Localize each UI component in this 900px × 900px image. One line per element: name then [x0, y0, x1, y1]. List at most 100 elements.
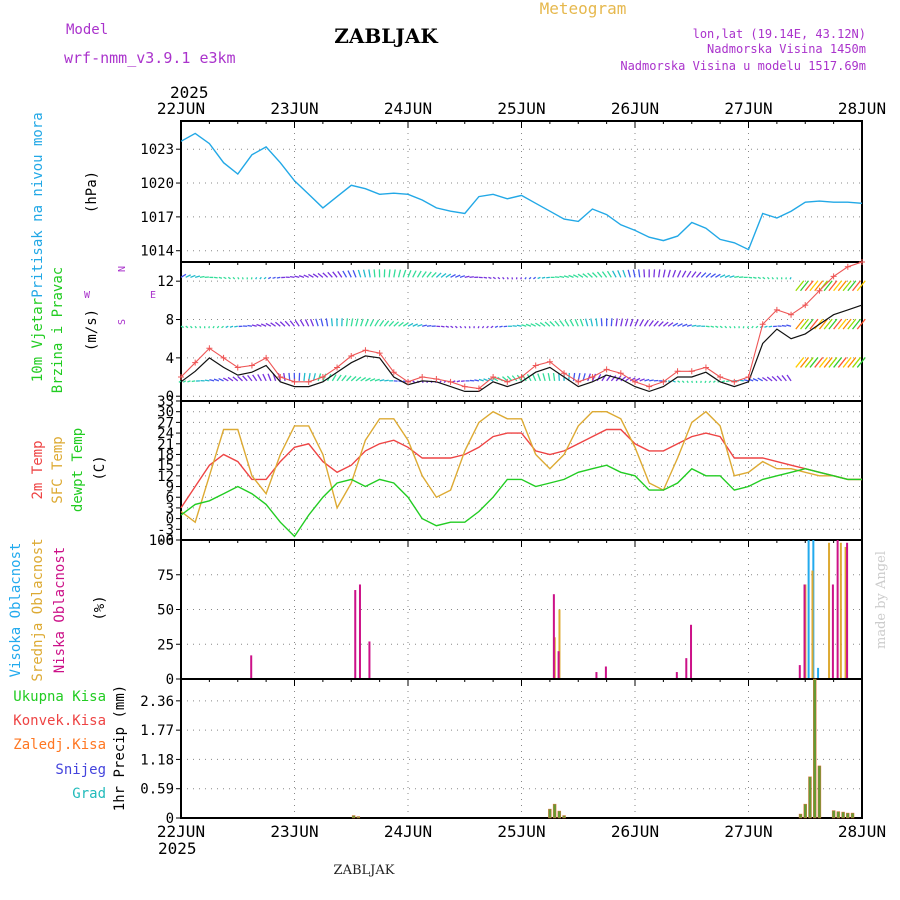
wind-gust-marker [220, 354, 227, 361]
wind-barb [379, 319, 385, 327]
wind-barb [544, 321, 551, 327]
wind-compass: N W E S [84, 266, 156, 325]
wind-barb [648, 320, 654, 327]
wind-barb [617, 270, 622, 278]
wind-barb [241, 277, 244, 280]
wind-gust-marker [660, 378, 667, 385]
wind-barb [279, 321, 286, 327]
y-tick-label: 1.77 [140, 723, 174, 739]
wind-barb [686, 324, 692, 327]
wind-barb [383, 320, 390, 327]
wind-barb [332, 271, 338, 278]
dewpoint-line [180, 464, 862, 538]
wind-barb [294, 319, 300, 327]
wind-barb [532, 373, 537, 382]
wind-barb [483, 378, 489, 382]
wind-barb [440, 272, 447, 278]
wind-barb [672, 380, 676, 383]
wind-gust-marker [859, 259, 865, 265]
wind-barb [209, 379, 215, 382]
wind-gust-marker [575, 378, 582, 385]
wind-barb [199, 326, 202, 329]
wind-gust-marker [788, 311, 795, 318]
wind-barb [734, 275, 739, 278]
wind-barb [795, 280, 805, 292]
wind-barb [729, 325, 732, 329]
wind-barb [355, 376, 362, 382]
wind-barb [710, 273, 717, 278]
wind-barb [317, 272, 324, 278]
wind-barb [524, 276, 527, 280]
wind-barb [681, 270, 687, 278]
wind-gust-marker [844, 263, 851, 270]
wind-gust-marker [816, 287, 823, 294]
legend-snow: Snijeg [55, 762, 106, 778]
wind-barb [764, 325, 768, 328]
high-cloud-bar [807, 540, 810, 679]
wind-gust-marker [178, 374, 184, 381]
wind-barb [535, 322, 541, 327]
low-cloud-bar [368, 641, 371, 679]
wind-barb [809, 280, 819, 292]
wind-barb [456, 380, 461, 383]
wind-barb [704, 380, 707, 384]
wind-gust-marker [263, 354, 270, 361]
wind-barb [234, 325, 238, 328]
bottom-day-label: 26JUN [611, 822, 659, 841]
wind-barb [331, 374, 337, 382]
wind-barb [620, 376, 627, 382]
wind-barb [541, 276, 546, 279]
wind-barb [601, 271, 608, 278]
temp-unit: (C) [92, 455, 108, 480]
wind-barb [182, 380, 187, 383]
wind-barb [833, 280, 843, 292]
wind-barb [766, 276, 770, 280]
wind-barb [724, 325, 728, 329]
wind-barb [823, 280, 833, 292]
wind-barb [369, 319, 375, 327]
wind-barb [672, 269, 677, 278]
wind-barb [330, 318, 333, 327]
mid-cloud-bar [839, 542, 842, 679]
wind-barb [856, 280, 866, 292]
bottom-day-label: 28JUN [838, 822, 886, 841]
wind-barb [852, 357, 862, 368]
wind-barb [781, 375, 787, 382]
wind-barb [251, 324, 257, 327]
wind-gust-marker [731, 378, 738, 385]
pressure-line [180, 132, 863, 251]
wind-barb [600, 318, 603, 327]
wind-barb [374, 378, 380, 382]
wind-barb [842, 318, 852, 330]
wind-barb [417, 323, 423, 327]
precip-unit: 1hr Precip (mm) [112, 685, 128, 811]
wind-barb [459, 325, 462, 329]
low-cloud-bar [831, 584, 834, 679]
wind-barb [317, 373, 322, 382]
precip-bar [803, 803, 807, 819]
wind-barb [542, 373, 546, 382]
wind-barb [265, 322, 272, 327]
wind-barb [563, 275, 569, 278]
wind-barb [781, 324, 787, 327]
y-tick-label: 1.18 [140, 752, 174, 768]
mid-cloud-bar [558, 609, 561, 679]
wind-barb [218, 377, 224, 382]
wind-barb [322, 272, 329, 278]
model-elevation-label: Nadmorska Visina u modelu 1517.69m [620, 59, 866, 73]
wind-barb [490, 325, 494, 329]
wind-barb [721, 380, 726, 383]
wind-barb [629, 377, 636, 382]
wind-barb [584, 318, 589, 327]
wind-barb [643, 269, 646, 278]
y-tick-label: 6 [166, 490, 174, 506]
wind-barb [627, 269, 631, 278]
wind-barb [833, 357, 843, 368]
wind-barb [320, 318, 324, 327]
wind-barb [525, 323, 532, 327]
wind-barb [795, 357, 805, 368]
precip-bar [841, 811, 845, 819]
wind-barb [729, 275, 735, 278]
wind-barb [644, 378, 650, 382]
compass-west: W [84, 290, 91, 301]
